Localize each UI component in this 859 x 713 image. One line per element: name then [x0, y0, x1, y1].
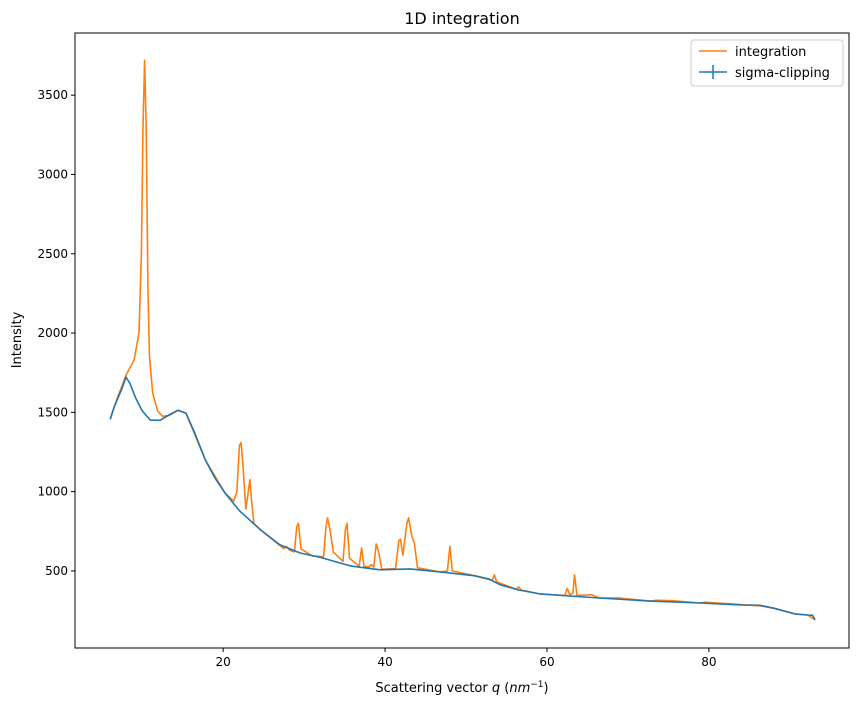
y-tick-label: 3500 — [37, 88, 68, 102]
legend-label-integration: integration — [735, 45, 806, 60]
y-axis-label: Intensity — [10, 311, 25, 368]
series-line-sigma-clipping — [110, 377, 815, 620]
x-tick-label: 40 — [377, 655, 392, 669]
y-ticks: 500 1000 1500 2000 2500 3000 3500 — [37, 88, 75, 578]
x-tick-label: 20 — [216, 655, 231, 669]
y-tick-label: 1500 — [37, 405, 68, 419]
legend: integration sigma-clipping — [691, 40, 843, 86]
x-tick-label: 60 — [539, 655, 554, 669]
chart-title: 1D integration — [404, 9, 519, 28]
y-tick-label: 1000 — [37, 485, 68, 499]
y-tick-label: 3000 — [37, 167, 68, 181]
plot-frame — [75, 33, 849, 648]
x-ticks: 20 40 60 80 — [216, 648, 717, 669]
series-layer — [110, 60, 815, 620]
legend-label-sigma-clipping: sigma-clipping — [735, 66, 830, 81]
y-tick-label: 2500 — [37, 247, 68, 261]
x-tick-label: 80 — [701, 655, 716, 669]
y-tick-label: 2000 — [37, 326, 68, 340]
y-tick-label: 500 — [45, 564, 68, 578]
series-line-integration — [110, 60, 815, 620]
x-axis-label: Scattering vector q (nm−1) — [375, 680, 548, 696]
